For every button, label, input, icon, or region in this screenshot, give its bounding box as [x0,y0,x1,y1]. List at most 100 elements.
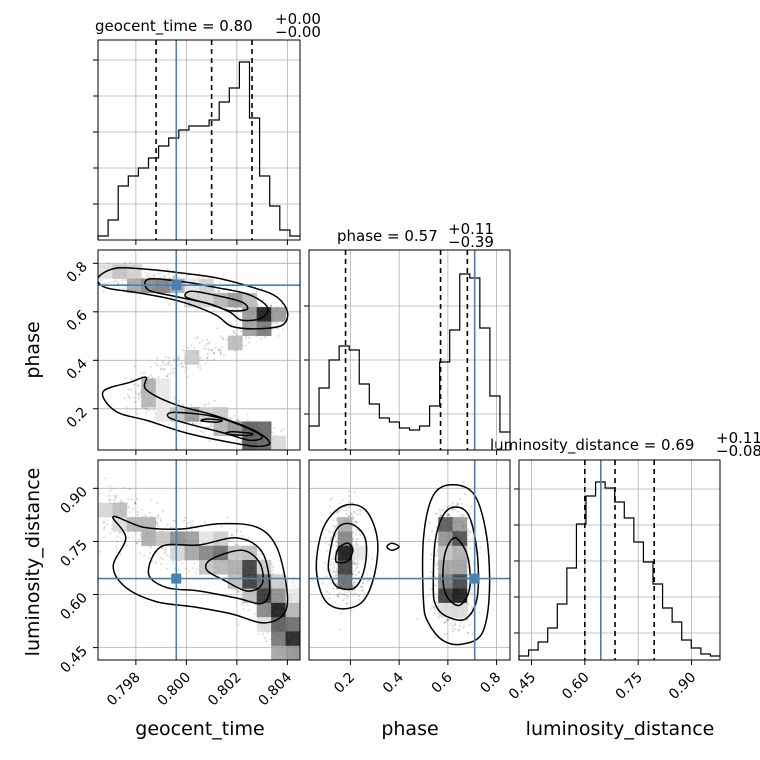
sample-point [143,371,146,374]
sample-point [194,337,197,340]
sample-point [350,513,353,516]
sample-point [469,547,472,550]
sample-point [150,499,153,502]
sample-point [272,566,275,569]
sample-point [459,513,463,516]
sample-point [262,298,265,302]
sample-point [467,534,470,537]
sample-point [461,514,464,517]
sample-point [462,626,465,630]
sample-point [352,510,355,513]
sample-point [324,536,327,539]
sample-point [332,571,335,574]
sample-point [464,492,467,496]
density-cell [271,574,286,589]
sample-point [470,505,473,509]
sample-point [161,558,164,561]
sample-point [236,591,239,594]
sample-point [234,543,237,546]
sample-point [148,511,151,514]
sample-point [303,638,305,640]
sample-point [241,534,244,538]
sample-point [354,584,357,587]
sample-point [156,502,159,505]
sample-point [105,523,109,526]
panel-title-phase-sub: −0.39 [448,233,494,251]
sample-point [312,656,314,658]
density-cell [352,545,367,561]
contour-level-3 [204,549,264,592]
sample-point [167,373,170,376]
density-cell [155,531,171,547]
sample-point [306,632,308,634]
sample-point [138,551,141,555]
sample-point [144,407,147,410]
sample-point [124,287,127,290]
sample-point [328,592,331,595]
sample-point [436,567,439,570]
sample-point [104,477,107,480]
sample-point [337,510,340,513]
sample-point [443,621,447,625]
sample-point [435,584,438,587]
sample-point [98,550,101,553]
sample-point [429,575,432,579]
density-cell [112,502,128,518]
sample-point [358,508,361,511]
sample-point [468,531,472,534]
sample-point [169,372,173,375]
sample-point [353,560,356,563]
sample-point [272,321,275,324]
sample-point [332,519,335,522]
sample-point [118,531,121,535]
sample-point [456,503,459,506]
sample-point [343,506,346,509]
sample-point [233,414,236,417]
sample-point [329,505,332,508]
sample-point [430,571,433,574]
sample-point [136,542,139,545]
sample-point [212,309,215,312]
sample-point [181,349,184,352]
density-cell [438,574,453,589]
sample-point [358,513,362,516]
sample-point [438,508,441,511]
sample-point [331,524,335,528]
sample-point [207,342,210,345]
sample-point [127,395,130,398]
sample-point [437,617,440,620]
sample-point [360,585,363,588]
sample-point [208,349,211,352]
sample-point [144,271,147,274]
density-cell [285,645,300,660]
panel-title-geocent-time-sup: +0.00 [275,10,321,28]
sample-point [435,526,438,529]
sample-point [451,507,454,511]
sample-point [328,530,331,533]
sample-point [347,514,350,518]
sample-point [356,537,359,541]
sample-point [237,441,240,444]
sample-point [329,568,332,571]
sample-point [134,391,137,394]
truth-marker [469,573,480,584]
sample-point [329,539,333,542]
sample-point [167,361,170,364]
sample-point [103,527,106,531]
x-axis-label-geocent-time: geocent_time [135,718,264,740]
density-cell [184,350,200,365]
sample-point [361,581,365,584]
sample-point [457,628,460,631]
sample-point [221,525,224,528]
sample-point [469,530,472,533]
sample-point [451,624,454,628]
sample-point [347,501,351,504]
sample-point [157,376,160,379]
sample-point [203,521,206,524]
contour-level-3 [334,542,354,564]
sample-point [453,508,456,511]
sample-point [193,562,196,565]
density-cell [155,407,171,422]
histogram-geocent_time [97,61,300,240]
sample-point [187,421,190,424]
